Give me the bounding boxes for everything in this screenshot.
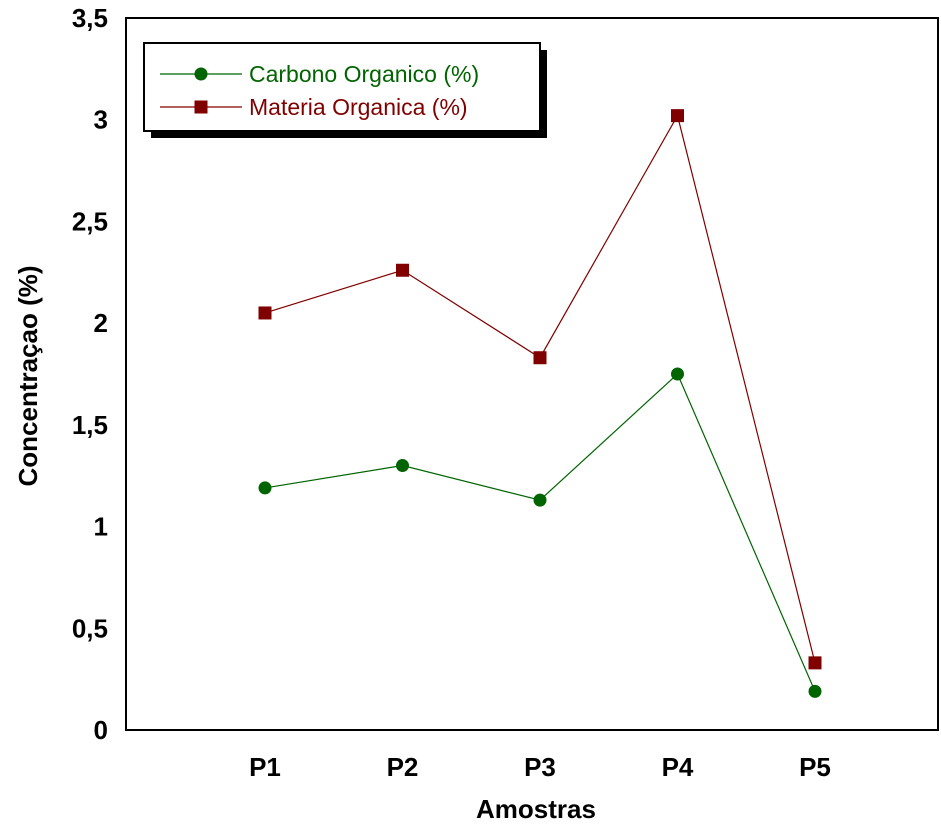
x-tick-label: P2 (387, 752, 419, 782)
data-point-materia (808, 656, 822, 670)
x-axis: P1 P2 P3 P4 P5 (249, 752, 831, 782)
y-tick-label: 2 (94, 308, 108, 338)
legend-marker-materia (194, 100, 208, 114)
x-axis-title: Amostras (476, 794, 596, 824)
data-point-carbono (258, 481, 272, 495)
data-point-materia (533, 351, 547, 365)
legend: Carbono Organico (%) Materia Organica (%… (143, 42, 547, 138)
data-point-materia (671, 109, 684, 123)
x-tick-label: P3 (524, 752, 556, 782)
data-point-carbono (533, 493, 547, 507)
y-tick-label: 1,5 (72, 410, 108, 440)
y-tick-label: 3 (94, 105, 108, 135)
legend-box (143, 42, 541, 132)
data-point-materia (396, 263, 409, 277)
y-tick-label: 1 (94, 512, 108, 542)
x-tick-label: P1 (249, 752, 281, 782)
x-tick-label: P5 (799, 752, 831, 782)
data-point-carbono (808, 684, 822, 698)
y-tick-label: 2,5 (72, 206, 108, 236)
y-axis: 0 0,5 1 1,5 2 2,5 3 3,5 (72, 3, 108, 745)
x-tick-label: P4 (662, 752, 694, 782)
y-tick-label: 3,5 (72, 3, 108, 33)
data-point-carbono (671, 367, 684, 381)
y-tick-label: 0 (94, 715, 108, 745)
data-point-materia (258, 306, 272, 320)
y-tick-label: 0,5 (72, 613, 108, 643)
series-layer (258, 109, 822, 698)
data-point-carbono (396, 459, 409, 473)
y-axis-title: Concentraçao (%) (13, 265, 43, 486)
legend-marker-carbono (194, 67, 208, 81)
legend-label-carbono: Carbono Organico (%) (249, 61, 479, 87)
legend-label-materia: Materia Organica (%) (249, 94, 468, 120)
